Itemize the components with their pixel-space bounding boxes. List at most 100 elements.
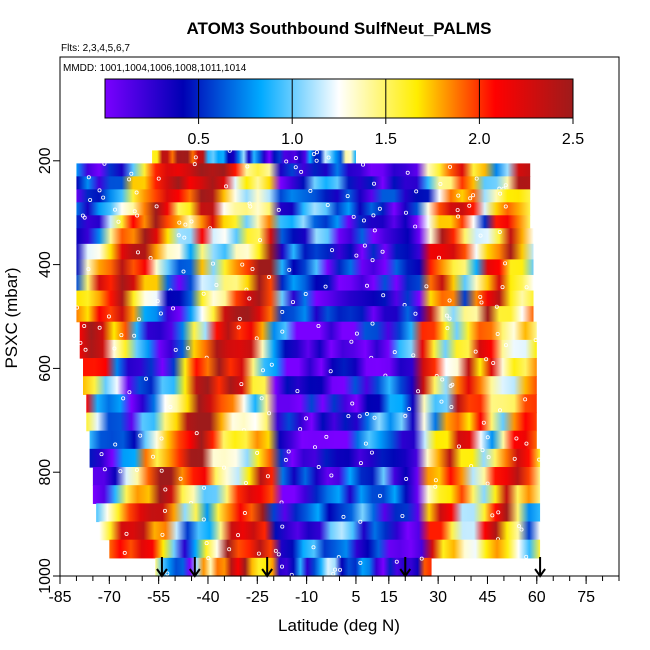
- flights-note: Flts: 2,3,4,5,6,7: [61, 43, 130, 54]
- sample-point: [189, 219, 194, 224]
- sample-point: [178, 476, 183, 481]
- sample-point: [177, 220, 182, 225]
- sample-point: [287, 267, 292, 272]
- sample-point: [495, 331, 500, 336]
- x-tick-label: 15: [380, 589, 398, 606]
- sample-point: [371, 213, 376, 218]
- sample-point: [303, 291, 308, 296]
- sample-point: [143, 376, 148, 381]
- sample-point: [159, 436, 164, 441]
- sample-point: [113, 442, 118, 447]
- sample-point: [485, 435, 490, 440]
- sample-point: [102, 161, 107, 166]
- sample-point: [514, 436, 519, 441]
- sample-point: [121, 396, 126, 401]
- sample-point: [331, 571, 336, 576]
- sample-point: [358, 519, 363, 524]
- colorbar-tick-label: 2.0: [468, 131, 490, 148]
- sample-point: [102, 467, 107, 472]
- sample-point: [247, 201, 252, 206]
- x-tick-label: -10: [295, 589, 318, 606]
- x-axis-label: Latitude (deg N): [278, 616, 400, 635]
- sample-point: [403, 413, 408, 418]
- sample-point: [357, 414, 362, 419]
- colorbar: 0.5 1.0 1.5 2.0 2.5: [104, 78, 584, 148]
- sample-point: [165, 571, 170, 576]
- sample-point: [245, 164, 250, 169]
- colorbar-gradient: [104, 78, 574, 119]
- sample-point: [444, 313, 449, 318]
- sample-point: [456, 193, 461, 198]
- sample-point: [280, 309, 285, 314]
- sample-point: [210, 261, 215, 266]
- sample-point: [419, 556, 424, 561]
- sample-point: [154, 204, 159, 209]
- sample-point: [136, 317, 141, 322]
- sample-point: [484, 357, 489, 362]
- sample-point: [447, 316, 452, 321]
- latitude-arrow: [534, 557, 546, 578]
- sample-point: [247, 296, 252, 301]
- sample-point: [116, 219, 121, 224]
- sample-point: [372, 228, 377, 233]
- sample-point: [316, 465, 321, 470]
- colorbar-tick-label: 2.5: [562, 131, 584, 148]
- sample-point: [403, 210, 408, 215]
- sample-point: [445, 326, 450, 331]
- sample-point: [369, 450, 374, 455]
- sample-point: [181, 269, 186, 274]
- sample-point: [201, 517, 206, 522]
- sample-point: [503, 261, 508, 266]
- heatmap-band: [89, 430, 537, 450]
- sample-point: [448, 384, 453, 389]
- sample-point: [503, 183, 508, 188]
- sample-point: [258, 238, 263, 243]
- sample-point: [400, 514, 405, 519]
- sample-point: [80, 213, 85, 218]
- sample-point: [242, 511, 247, 516]
- plot-area: [75, 148, 546, 578]
- sample-point: [283, 457, 288, 462]
- heatmap-band: [155, 557, 432, 577]
- heatmap-band: [86, 412, 537, 432]
- sample-point: [413, 311, 418, 316]
- sample-point: [524, 441, 529, 446]
- sample-point: [325, 202, 330, 207]
- sample-point: [358, 461, 363, 466]
- sample-point: [127, 390, 132, 395]
- colorbar-tick-label: 1.0: [281, 131, 303, 148]
- sample-point: [404, 476, 409, 481]
- sample-point: [372, 415, 377, 420]
- y-tick-label: 200: [37, 147, 54, 174]
- sample-point: [316, 324, 321, 329]
- sample-point: [480, 448, 485, 453]
- sample-point: [134, 467, 139, 472]
- sample-point: [350, 401, 355, 406]
- sample-point: [498, 191, 503, 196]
- sample-point: [311, 152, 316, 157]
- sample-point: [323, 284, 328, 289]
- sample-point: [524, 285, 529, 290]
- heatmap-band: [92, 485, 541, 504]
- sample-point: [381, 293, 386, 298]
- sample-point: [448, 164, 453, 169]
- x-tick-label: 75: [577, 589, 595, 606]
- sample-point: [182, 235, 187, 240]
- sample-point: [351, 214, 356, 219]
- heatmap-band: [76, 259, 534, 276]
- sample-point: [328, 369, 333, 374]
- heatmap-band: [83, 358, 537, 377]
- sample-point: [112, 346, 117, 351]
- sample-point: [260, 368, 265, 373]
- x-tick-label: 45: [479, 589, 497, 606]
- sample-point: [192, 162, 197, 167]
- sample-point: [237, 316, 242, 321]
- dates-note: MMDD: 1001,1004,1006,1008,1011,1014: [63, 63, 247, 74]
- sample-point: [236, 325, 241, 330]
- sample-point: [162, 508, 167, 513]
- sample-point: [338, 567, 343, 572]
- heatmap-band: [89, 448, 541, 468]
- sample-point: [256, 551, 261, 556]
- heatmap-band: [86, 394, 537, 414]
- x-tick-label: 60: [528, 589, 546, 606]
